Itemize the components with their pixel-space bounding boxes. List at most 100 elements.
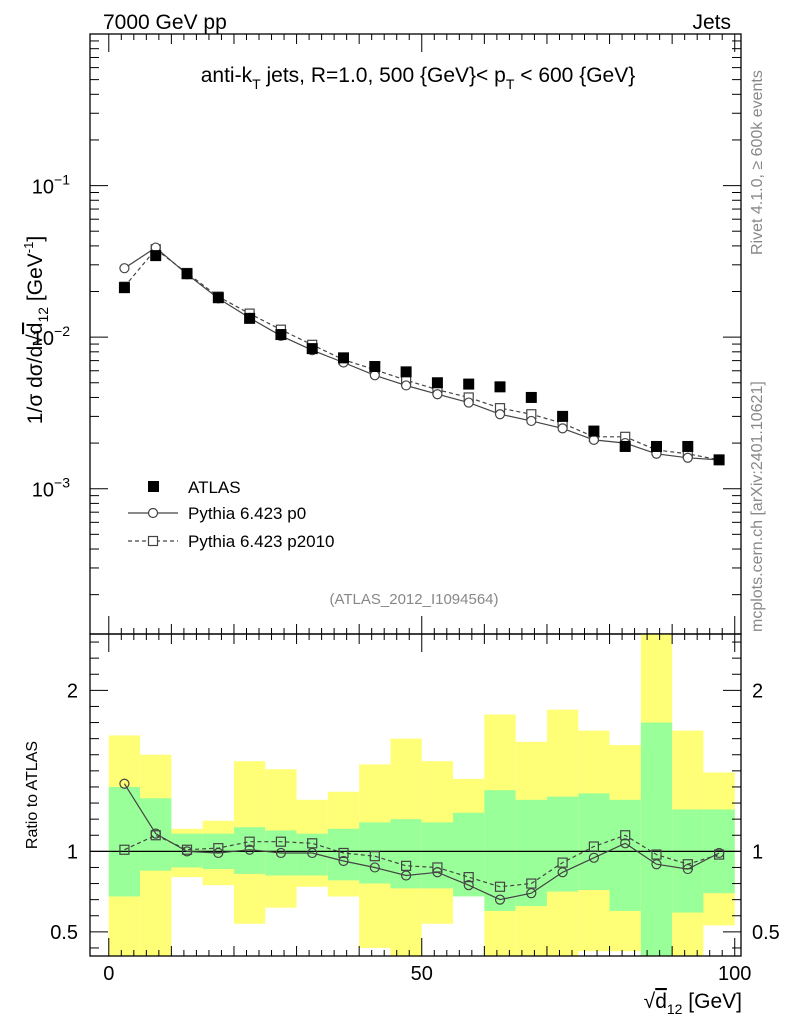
atlas-point [588, 425, 600, 437]
legend-p2010-marker [147, 535, 159, 547]
p0-point [369, 370, 380, 381]
p2010-ratio-point [275, 836, 287, 847]
ratio-band-inner [640, 722, 673, 956]
title-k-sub: T [252, 76, 261, 92]
p2010-ratio-point [494, 881, 506, 892]
y-tick-label: 10−1 [32, 172, 70, 199]
xlabel-sqrt: √ [644, 990, 656, 1013]
p0-line [124, 246, 720, 461]
legend-atlas-marker [148, 481, 159, 492]
title-prefix: anti-k [201, 64, 253, 87]
ratio-band-inner [453, 812, 485, 897]
p0-ratio-point [401, 870, 412, 881]
legend-atlas-label: ATLAS [188, 478, 241, 497]
legend-p2010-label: Pythia 6.423 p2010 [188, 532, 335, 551]
x-axis-label: √d12 [GeV] [644, 990, 742, 1017]
atlas-point [431, 377, 443, 389]
title-suffix: < 600 {GeV} [514, 64, 635, 87]
ratio-band-inner [296, 833, 328, 876]
legend-p0-label: Pythia 6.423 p0 [188, 504, 306, 523]
p0-ratio-point [244, 844, 255, 855]
atlas-point [212, 292, 224, 304]
x-tick-label: 0 [103, 963, 114, 985]
p2010-ratio-point [620, 830, 631, 841]
p0-ratio-point [526, 888, 537, 899]
p2010-ratio-point [338, 847, 349, 859]
ratio-tick-label-right: 2 [752, 680, 763, 702]
p0-point [557, 423, 568, 434]
p0-ratio-point [213, 847, 224, 859]
p0-ratio-point [181, 846, 193, 857]
top-series [118, 242, 725, 466]
ratio-band-inner [390, 819, 422, 889]
p0-ratio-point [150, 828, 161, 839]
y-tick-exponent: −1 [54, 172, 70, 188]
ratio-band-inner [108, 786, 141, 897]
atlas-point [181, 268, 193, 280]
legend: ATLAS Pythia 6.423 p0 Pythia 6.423 p2010 [128, 478, 335, 551]
p0-point [463, 397, 474, 408]
y-tick-exponent: −3 [54, 475, 70, 491]
atlas-point [557, 410, 569, 422]
analysis-watermark: (ATLAS_2012_I1094564) [329, 591, 498, 608]
ratio-band-inner [484, 790, 516, 911]
xlabel-sub: 12 [667, 1001, 683, 1017]
title-p-sub: T [506, 76, 515, 92]
atlas-point [682, 440, 694, 452]
legend-p0-marker [147, 507, 159, 519]
ylabel-unit: [GeV [24, 253, 47, 307]
ratio-band-inner [546, 796, 579, 892]
p2010-ratio-point [213, 843, 224, 854]
p0-ratio-point [307, 847, 318, 859]
p0-point [526, 415, 537, 427]
p2010-ratio-point [588, 841, 599, 852]
atlas-point [525, 391, 537, 403]
p2010-ratio-point [682, 859, 693, 870]
atlas-point [713, 454, 725, 466]
ratio-tick-label: 0.5 [50, 922, 78, 944]
atlas-point [369, 361, 381, 373]
chart-title: anti-kT jets, R=1.0, 500 {GeV}< pT < 600… [201, 64, 636, 92]
y-tick-label: 10−3 [32, 475, 70, 502]
p0-ratio-point [494, 894, 506, 905]
p2010-ratio-point [244, 836, 255, 847]
p0-ratio-point [682, 863, 693, 875]
xlabel-unit: [GeV] [682, 990, 742, 1013]
atlas-point [619, 440, 631, 452]
ratio-bands [108, 634, 735, 956]
p2010-ratio-point [369, 851, 380, 862]
atlas-point [275, 329, 287, 341]
atlas-point [306, 343, 318, 355]
p2010-line [123, 248, 720, 461]
atlas-point [650, 440, 662, 452]
p2010-ratio-point [651, 849, 662, 860]
ratio-tick-label: 1 [67, 841, 78, 863]
ratio-tick-label-right: 1 [752, 841, 763, 863]
ratio-band-inner [515, 799, 547, 907]
p0-ratio-point [713, 847, 725, 859]
p2010-ratio-point [307, 838, 318, 849]
p0-point [432, 389, 443, 400]
p0-point [588, 434, 599, 445]
y-axis-label: 1/σ dσ/d√d12 [GeV-1] [21, 236, 51, 424]
atlas-point [118, 282, 130, 294]
rivet-text: Rivet 4.1.0, ≥ 600k events [749, 70, 766, 255]
p0-point [119, 263, 130, 274]
p0-ratio-point [432, 867, 443, 878]
p0-point [494, 409, 506, 420]
header-right: Jets [692, 11, 731, 34]
atlas-point [400, 366, 412, 378]
x-tick-label: 50 [411, 963, 433, 985]
p0-ratio-line [123, 783, 720, 901]
header-left: 7000 GeV pp [103, 11, 227, 34]
p2010-ratio-line [124, 834, 720, 888]
p2010-ratio-point [401, 860, 412, 871]
y-tick-exponent: −2 [54, 323, 70, 339]
ylabel-close: ] [24, 236, 47, 242]
p2010-ratio-point [463, 872, 474, 883]
ylabel-sqrt: √ [24, 334, 47, 346]
p0-ratio-point [620, 838, 631, 849]
title-mid: jets, R=1.0, 500 {GeV}< p [261, 64, 506, 87]
p2010-ratio-point [557, 857, 568, 868]
